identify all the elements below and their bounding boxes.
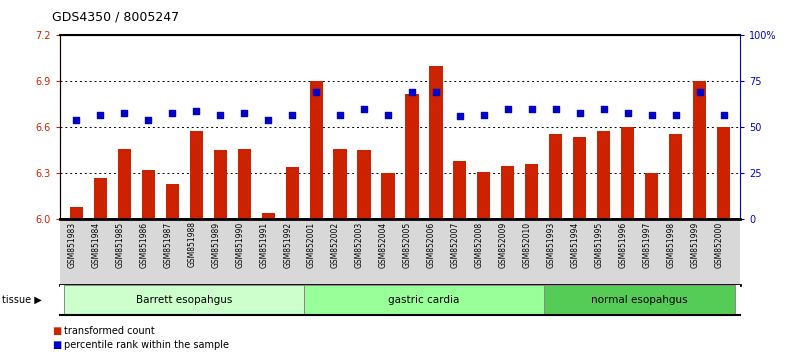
Bar <box>310 81 322 219</box>
Text: GSM851983: GSM851983 <box>68 222 76 268</box>
Point <box>334 112 346 118</box>
Point <box>214 112 227 118</box>
Text: GSM851992: GSM851992 <box>283 222 292 268</box>
Text: GSM851997: GSM851997 <box>642 222 652 268</box>
Text: percentile rank within the sample: percentile rank within the sample <box>64 340 228 350</box>
Bar <box>166 184 179 219</box>
Point <box>70 117 83 123</box>
Bar <box>381 173 395 219</box>
Bar <box>405 94 419 219</box>
Point <box>406 90 419 95</box>
Text: GSM852009: GSM852009 <box>499 222 508 268</box>
Text: GSM852007: GSM852007 <box>451 222 460 268</box>
Point <box>190 108 203 114</box>
Text: Barrett esopahgus: Barrett esopahgus <box>136 295 232 305</box>
Text: GSM851985: GSM851985 <box>115 222 124 268</box>
Text: GSM852003: GSM852003 <box>355 222 364 268</box>
Text: ■: ■ <box>52 340 61 350</box>
Point <box>549 106 562 112</box>
Text: GSM851993: GSM851993 <box>547 222 556 268</box>
Bar <box>70 207 83 219</box>
Text: gastric cardia: gastric cardia <box>388 295 459 305</box>
Text: GSM851996: GSM851996 <box>618 222 628 268</box>
Point <box>118 110 131 115</box>
Point <box>597 106 610 112</box>
Bar <box>286 167 298 219</box>
Text: normal esopahgus: normal esopahgus <box>591 295 688 305</box>
Text: GSM851999: GSM851999 <box>691 222 700 268</box>
Text: GSM851984: GSM851984 <box>92 222 100 268</box>
Bar <box>669 133 682 219</box>
Point <box>238 110 251 115</box>
Bar <box>189 131 203 219</box>
Bar <box>429 66 443 219</box>
Text: tissue ▶: tissue ▶ <box>2 295 41 305</box>
Point <box>573 110 586 115</box>
Point <box>286 112 298 118</box>
Text: GSM851987: GSM851987 <box>163 222 172 268</box>
Bar <box>544 285 736 315</box>
Bar <box>501 166 514 219</box>
Bar <box>304 285 544 315</box>
Point <box>646 112 658 118</box>
Bar <box>238 149 251 219</box>
Point <box>357 106 370 112</box>
Point <box>454 114 466 119</box>
Point <box>430 90 443 95</box>
Point <box>94 112 107 118</box>
Point <box>622 110 634 115</box>
Text: transformed count: transformed count <box>64 326 154 336</box>
Text: GSM851998: GSM851998 <box>666 222 676 268</box>
Text: ■: ■ <box>52 326 61 336</box>
Bar <box>453 161 466 219</box>
Point <box>717 112 730 118</box>
Text: GSM852005: GSM852005 <box>403 222 412 268</box>
Text: GSM852002: GSM852002 <box>331 222 340 268</box>
Text: GSM851986: GSM851986 <box>139 222 148 268</box>
Text: GDS4350 / 8005247: GDS4350 / 8005247 <box>52 11 179 24</box>
Bar <box>478 172 490 219</box>
Bar <box>717 127 730 219</box>
Bar <box>213 150 227 219</box>
Point <box>142 117 154 123</box>
Bar <box>262 213 275 219</box>
Bar <box>64 285 304 315</box>
Bar <box>597 131 611 219</box>
Point <box>166 110 178 115</box>
Text: GSM852006: GSM852006 <box>427 222 436 268</box>
Bar <box>357 150 371 219</box>
Bar <box>645 173 658 219</box>
Point <box>501 106 514 112</box>
Text: GSM852004: GSM852004 <box>379 222 388 268</box>
Bar <box>621 127 634 219</box>
Text: GSM852008: GSM852008 <box>475 222 484 268</box>
Text: GSM851991: GSM851991 <box>259 222 268 268</box>
Point <box>669 112 682 118</box>
Text: GSM851995: GSM851995 <box>595 222 603 268</box>
Bar <box>573 137 587 219</box>
Bar <box>693 81 706 219</box>
Point <box>262 117 275 123</box>
Text: GSM852000: GSM852000 <box>715 222 724 268</box>
Bar <box>334 149 347 219</box>
Point <box>693 90 706 95</box>
Bar <box>94 178 107 219</box>
Point <box>310 90 322 95</box>
Bar <box>118 149 131 219</box>
Bar <box>142 170 155 219</box>
Text: GSM851994: GSM851994 <box>571 222 579 268</box>
Bar <box>525 164 538 219</box>
Point <box>478 112 490 118</box>
Point <box>381 112 394 118</box>
Text: GSM852010: GSM852010 <box>523 222 532 268</box>
Text: GSM851990: GSM851990 <box>236 222 244 268</box>
Text: GSM851989: GSM851989 <box>211 222 220 268</box>
Text: GSM851988: GSM851988 <box>187 222 197 267</box>
Bar <box>549 133 562 219</box>
Text: GSM852001: GSM852001 <box>307 222 316 268</box>
Point <box>525 106 538 112</box>
